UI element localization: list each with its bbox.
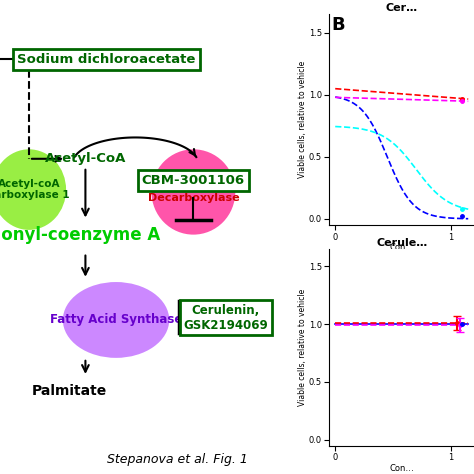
Text: CBM-3001106: CBM-3001106 [142, 173, 245, 187]
Text: Malonyl-coA: Malonyl-coA [155, 181, 231, 191]
Title: Cer…: Cer… [386, 3, 418, 13]
Text: Acetyl-coA: Acetyl-coA [0, 179, 60, 189]
Text: B: B [332, 16, 346, 34]
Text: Decarboxylase: Decarboxylase [147, 193, 239, 203]
Ellipse shape [152, 149, 235, 235]
X-axis label: Con…: Con… [389, 464, 414, 473]
Y-axis label: Viable cells, relative to vehicle: Viable cells, relative to vehicle [298, 289, 307, 406]
Y-axis label: Viable cells, relative to vehicle: Viable cells, relative to vehicle [298, 61, 307, 178]
Title: Cerule…: Cerule… [376, 238, 428, 248]
Ellipse shape [0, 149, 66, 230]
X-axis label: Con…: Con… [389, 243, 414, 252]
Text: Palmitate: Palmitate [32, 384, 107, 398]
Text: Fatty Acid Synthase: Fatty Acid Synthase [50, 313, 182, 327]
Text: Malonyl-coenzyme A: Malonyl-coenzyme A [0, 226, 161, 244]
Ellipse shape [63, 282, 169, 358]
Text: Acetyl-CoA: Acetyl-CoA [45, 152, 126, 165]
Text: Stepanova et al. Fig. 1: Stepanova et al. Fig. 1 [107, 453, 248, 466]
Text: carboxylase 1: carboxylase 1 [0, 190, 70, 201]
Text: Sodium dichloroacetate: Sodium dichloroacetate [17, 53, 196, 66]
Text: Cerulenin,
GSK2194069: Cerulenin, GSK2194069 [183, 303, 268, 332]
